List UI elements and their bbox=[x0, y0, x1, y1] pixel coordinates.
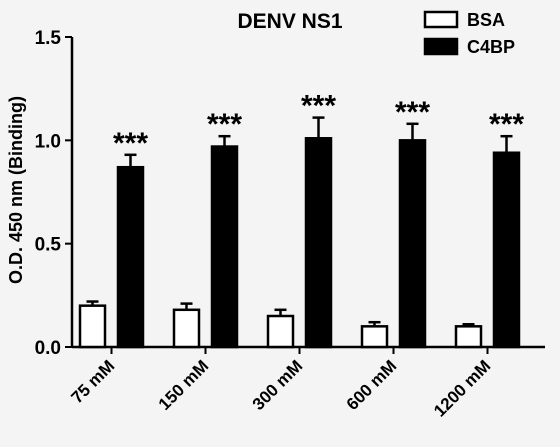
bar-bsa bbox=[360, 325, 389, 349]
legend-swatch-c4bp bbox=[423, 37, 459, 56]
x-tick-label: 75 mM bbox=[67, 356, 118, 407]
x-tick-label: 1200 mM bbox=[430, 356, 494, 420]
significance-annotation: *** bbox=[113, 127, 148, 160]
bar-c4bp bbox=[398, 139, 427, 349]
y-tick-label: 0.0 bbox=[35, 338, 61, 359]
bar-bsa bbox=[172, 308, 201, 349]
bar-bsa bbox=[266, 314, 295, 349]
y-tick-label: 0.5 bbox=[35, 235, 62, 256]
bar-c4bp bbox=[116, 165, 145, 349]
x-tick-label: 150 mM bbox=[155, 356, 213, 414]
x-tick-label: 300 mM bbox=[249, 356, 307, 414]
y-tick-label: 1.0 bbox=[35, 131, 61, 152]
legend-label-bsa: BSA bbox=[467, 10, 505, 30]
plot-area: 0.0 0.5 1.0 1.5 *** 75 mM *** 150 mM *** 300 mM **… bbox=[35, 28, 545, 421]
x-tick-label: 600 mM bbox=[343, 356, 401, 414]
bar-bsa bbox=[454, 325, 483, 349]
bar-c4bp bbox=[210, 145, 239, 349]
significance-annotation: *** bbox=[301, 90, 336, 123]
chart-title: DENV NS1 bbox=[237, 10, 342, 33]
legend: BSA C4BP bbox=[423, 10, 515, 57]
significance-annotation: *** bbox=[395, 96, 430, 129]
significance-annotation: *** bbox=[489, 108, 524, 141]
bar-c4bp bbox=[304, 137, 333, 349]
significance-annotation: *** bbox=[207, 108, 242, 141]
bar-bsa bbox=[78, 304, 107, 349]
y-tick-label: 1.5 bbox=[35, 28, 62, 49]
y-axis-label: O.D. 450 nm (Binding) bbox=[6, 96, 26, 284]
bar-c4bp bbox=[492, 151, 521, 349]
legend-swatch-bsa bbox=[423, 10, 459, 29]
legend-label-c4bp: C4BP bbox=[467, 37, 515, 57]
